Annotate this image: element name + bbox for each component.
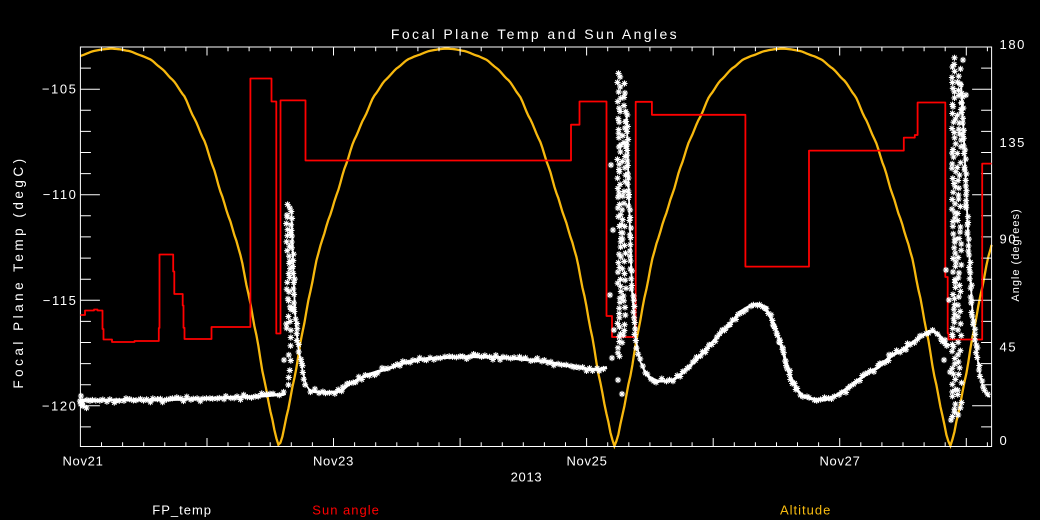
svg-text:−120: −120 bbox=[42, 398, 78, 413]
svg-text:Nov25: Nov25 bbox=[566, 454, 607, 469]
svg-text:45: 45 bbox=[1000, 340, 1018, 355]
svg-text:FP_temp: FP_temp bbox=[152, 502, 212, 517]
svg-text:−105: −105 bbox=[42, 82, 78, 97]
svg-text:Focal Plane Temp and Sun Angle: Focal Plane Temp and Sun Angles bbox=[391, 26, 679, 42]
svg-text:Sun angle: Sun angle bbox=[312, 502, 380, 517]
svg-text:Altitude: Altitude bbox=[780, 502, 831, 517]
svg-text:90: 90 bbox=[1000, 232, 1018, 247]
svg-text:Nov23: Nov23 bbox=[313, 454, 354, 469]
svg-text:−115: −115 bbox=[43, 293, 78, 308]
svg-text:Focal Plane Temp (degC): Focal Plane Temp (degC) bbox=[11, 155, 26, 388]
svg-text:−110: −110 bbox=[43, 187, 78, 202]
svg-text:0: 0 bbox=[1000, 433, 1009, 448]
svg-text:Nov21: Nov21 bbox=[62, 454, 103, 469]
svg-text:Nov27: Nov27 bbox=[819, 454, 860, 469]
svg-text:2013: 2013 bbox=[511, 470, 543, 485]
svg-text:135: 135 bbox=[1000, 135, 1027, 150]
svg-text:180: 180 bbox=[1000, 37, 1027, 52]
svg-text:Angle (degrees): Angle (degrees) bbox=[1010, 208, 1022, 301]
